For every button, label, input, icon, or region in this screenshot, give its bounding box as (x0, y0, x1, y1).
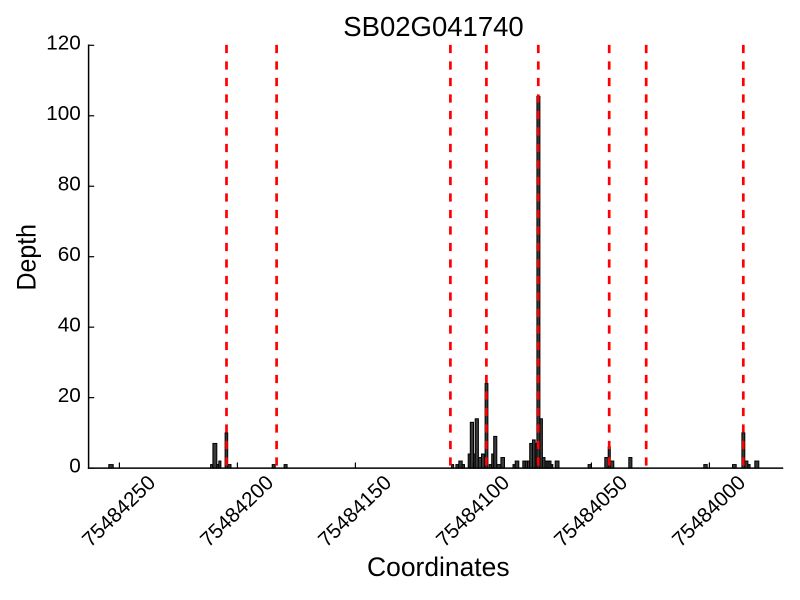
svg-text:SB02G041740: SB02G041740 (343, 11, 523, 42)
svg-text:Depth: Depth (11, 224, 41, 291)
svg-text:80: 80 (58, 173, 81, 196)
svg-text:40: 40 (58, 313, 81, 336)
svg-text:60: 60 (58, 243, 81, 266)
svg-text:0: 0 (69, 454, 81, 477)
svg-text:Coordinates: Coordinates (367, 552, 510, 582)
svg-text:100: 100 (46, 102, 81, 125)
svg-text:120: 120 (46, 32, 81, 55)
svg-text:20: 20 (58, 384, 81, 407)
